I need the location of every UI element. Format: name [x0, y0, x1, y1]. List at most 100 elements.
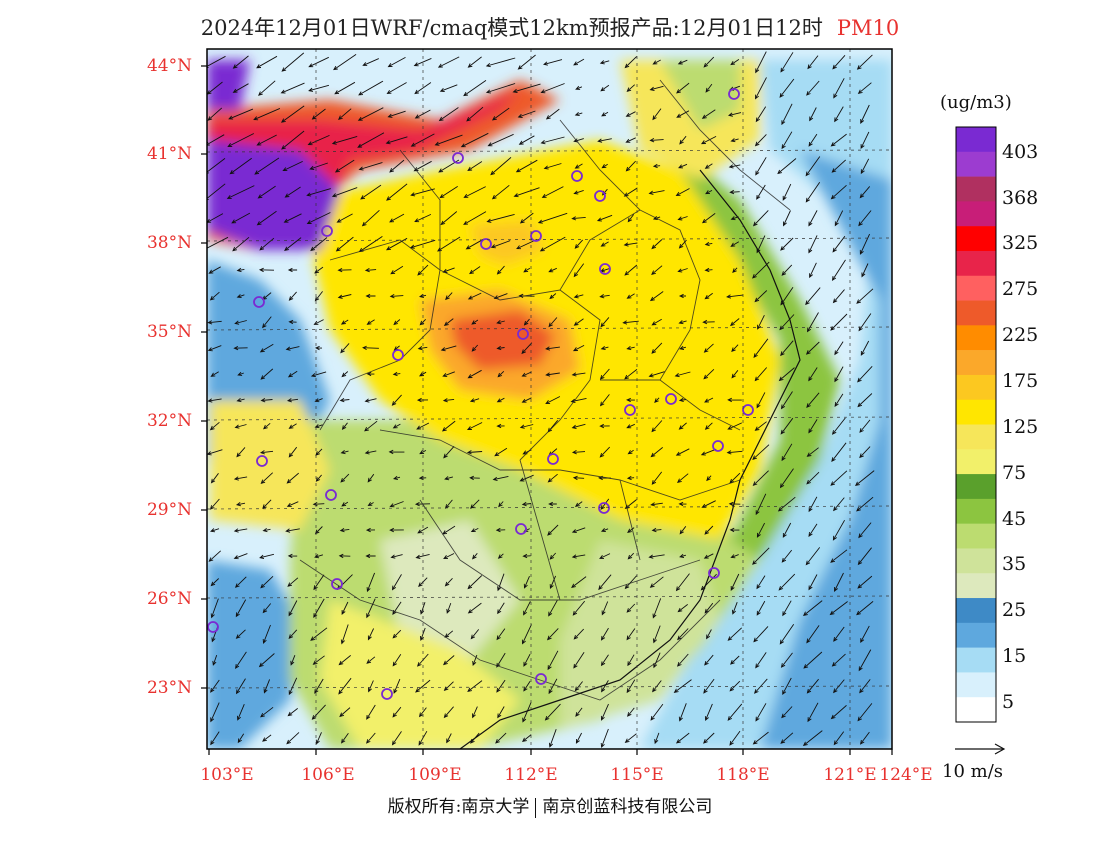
wind-arrow [341, 601, 349, 615]
wind-arrow [439, 186, 458, 199]
wind-arrow [808, 235, 818, 254]
wind-arrow [207, 320, 222, 325]
wind-arrow [256, 55, 278, 69]
wind-arrow [701, 213, 716, 224]
wind-arrow [729, 680, 741, 692]
wind-arrow [460, 132, 489, 148]
wind-arrow [756, 392, 766, 409]
wind-arrow [311, 704, 326, 720]
wind-arrow [678, 501, 687, 507]
wind-arrow [262, 527, 271, 533]
wind-arrow [467, 56, 482, 68]
legend-label: 175 [1002, 370, 1039, 392]
wind-arrow [260, 575, 274, 589]
wind-arrow [730, 554, 739, 559]
legend-label: 368 [1002, 187, 1039, 209]
wind-arrow [288, 600, 298, 617]
wind-arrow [210, 598, 219, 619]
colorbar-swatch [956, 300, 996, 326]
wind-arrow [314, 554, 324, 559]
wind-arrow [808, 419, 818, 434]
wind-arrow [235, 651, 247, 669]
wind-arrow [703, 56, 715, 68]
wind-arrow [572, 475, 585, 481]
wind-arrow [366, 732, 376, 744]
wind-arrow [434, 134, 463, 146]
colorbar-swatch [956, 151, 996, 177]
wind-arrow [803, 600, 823, 617]
wind-arrow [780, 732, 794, 744]
wind-arrow [207, 398, 222, 403]
wind-arrow [236, 447, 246, 458]
wind-arrow [232, 55, 249, 69]
wind-arrow [236, 267, 245, 273]
wind-arrow [626, 679, 636, 694]
wind-arrow [704, 525, 714, 535]
wind-arrow [856, 54, 873, 70]
wind-arrow [678, 397, 687, 403]
wind-arrow [497, 602, 505, 615]
wind-arrow [597, 138, 612, 143]
wind-arrow [627, 654, 635, 667]
wind-arrow [674, 371, 691, 378]
wind-arrow [360, 184, 382, 200]
city-marker [256, 455, 268, 467]
wind-arrow [309, 162, 328, 170]
wind-arrow [728, 164, 741, 169]
wind-arrow [314, 291, 323, 302]
wind-arrow [340, 449, 349, 455]
wind-arrow [573, 263, 585, 278]
wind-arrow [282, 160, 303, 172]
wind-arrow [231, 212, 251, 224]
legend-label: 275 [1002, 278, 1039, 300]
wind-arrow [780, 652, 793, 668]
wind-arrow [857, 393, 873, 408]
wind-arrow [648, 190, 665, 195]
city-marker [708, 567, 720, 579]
wind-arrow [548, 678, 558, 695]
wind-arrow [233, 553, 248, 560]
wind-arrow [624, 264, 638, 276]
wind-arrow [208, 550, 222, 562]
wind-arrow [807, 55, 819, 70]
wind-arrow [651, 265, 663, 275]
wind-arrow [471, 344, 479, 352]
axis-ticks [201, 65, 893, 755]
wind-arrow [463, 211, 487, 225]
wind-arrow [857, 82, 872, 94]
wind-arrow [781, 706, 793, 719]
wind-arrow [730, 241, 740, 247]
wind-arrow [727, 627, 743, 641]
wind-arrow [521, 342, 533, 355]
wind-arrow [308, 56, 329, 68]
lat-label: 29°N [146, 500, 192, 520]
wind-arrow [472, 654, 478, 666]
wind-arrow [679, 345, 687, 350]
wind-arrow [253, 107, 281, 121]
colorbar-swatch [956, 275, 996, 301]
wind-arrow [781, 443, 793, 462]
wind-arrow [466, 450, 483, 455]
wind-arrow [857, 365, 873, 383]
wind-arrow [365, 293, 376, 299]
wind-arrow [521, 371, 532, 377]
wind-arrow [237, 704, 245, 721]
wind-arrow [386, 82, 407, 95]
colorbar-swatch [956, 374, 996, 401]
wind-arrow [523, 653, 531, 667]
wind-arrow [626, 475, 635, 481]
city-marker [392, 349, 404, 361]
wind-arrow [314, 424, 323, 429]
wind-arrow [512, 83, 541, 93]
wind-arrow [754, 421, 767, 431]
wind-arrow [654, 397, 660, 403]
wind-arrow [496, 423, 505, 429]
wind-arrow [756, 600, 766, 616]
wind-arrow [706, 475, 712, 482]
wind-arrow [260, 398, 273, 403]
wind-arrow [288, 423, 297, 429]
lat-label: 35°N [146, 322, 192, 342]
wind-arrow [677, 628, 689, 641]
wind-arrow [834, 366, 844, 383]
copyright-divider [535, 797, 537, 818]
